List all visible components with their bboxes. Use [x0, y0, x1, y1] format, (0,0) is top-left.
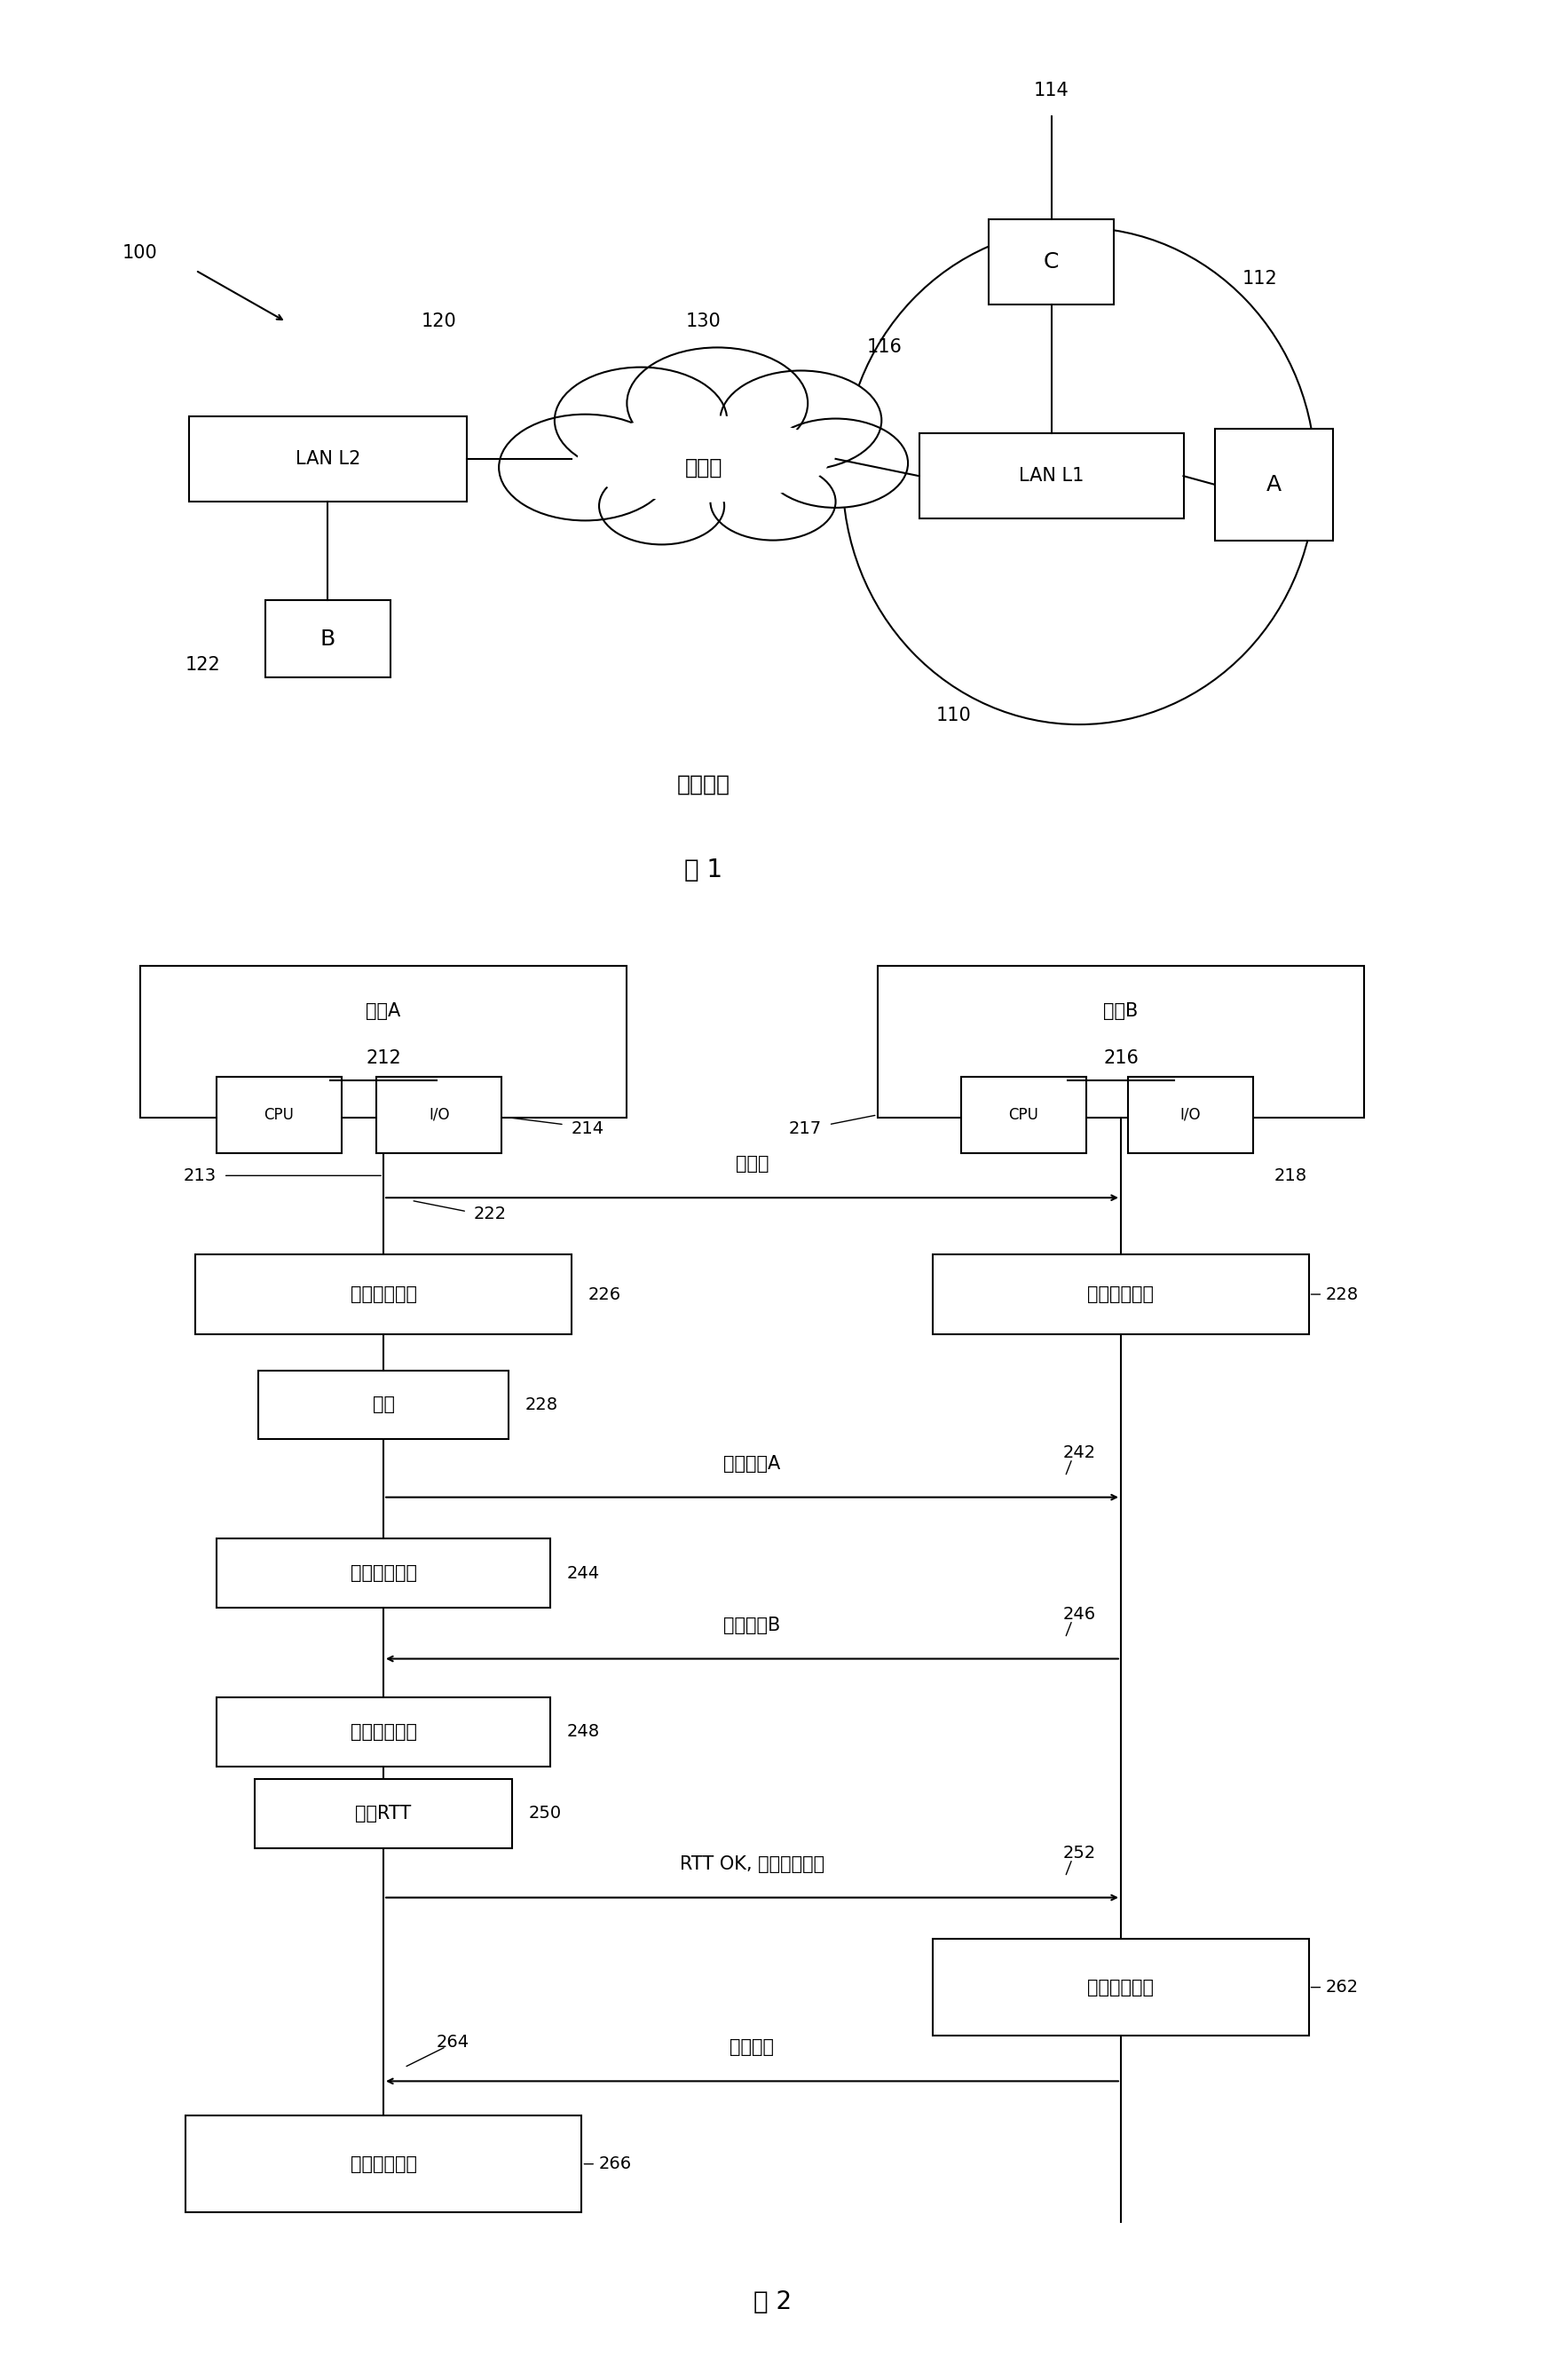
Text: 250: 250 [529, 1804, 561, 1821]
Text: 注释发送时间: 注释发送时间 [349, 1564, 417, 1583]
Text: 密码元素A: 密码元素A [724, 1454, 781, 1473]
Text: 120: 120 [422, 312, 456, 331]
Text: 130: 130 [686, 312, 720, 331]
FancyBboxPatch shape [377, 1076, 501, 1152]
Text: I/O: I/O [428, 1107, 450, 1123]
Text: 设备B: 设备B [1104, 1002, 1138, 1021]
Text: CPU: CPU [1008, 1107, 1039, 1123]
Text: 设备A: 设备A [366, 1002, 400, 1021]
FancyBboxPatch shape [1215, 428, 1333, 540]
FancyBboxPatch shape [989, 219, 1113, 305]
Circle shape [600, 466, 724, 545]
Ellipse shape [550, 416, 856, 509]
Text: B: B [320, 628, 335, 650]
Text: 112: 112 [1243, 269, 1277, 288]
Text: 计算验证数据: 计算验证数据 [1087, 1978, 1155, 1997]
Text: 计算RTT: 计算RTT [356, 1804, 411, 1823]
Circle shape [499, 414, 671, 521]
Text: 图 1: 图 1 [685, 857, 722, 883]
Text: 密码元素B: 密码元素B [724, 1616, 781, 1635]
Text: 因特网: 因特网 [685, 457, 722, 478]
Text: 122: 122 [186, 655, 220, 674]
Text: RTT OK, 发送验证数据: RTT OK, 发送验证数据 [680, 1854, 824, 1873]
FancyBboxPatch shape [266, 600, 390, 678]
Text: 228: 228 [1325, 1285, 1359, 1302]
Text: 验证数据: 验证数据 [730, 2040, 775, 2056]
FancyBboxPatch shape [255, 1778, 512, 1847]
Text: LAN L2: LAN L2 [295, 450, 360, 469]
Text: 244: 244 [567, 1564, 600, 1583]
Circle shape [710, 464, 835, 540]
Text: 266: 266 [598, 2156, 631, 2173]
Text: 252: 252 [1062, 1844, 1096, 1861]
FancyBboxPatch shape [878, 966, 1365, 1119]
Text: I/O: I/O [1180, 1107, 1201, 1123]
Circle shape [628, 347, 807, 459]
Text: 213: 213 [184, 1166, 216, 1185]
FancyBboxPatch shape [918, 433, 1184, 519]
FancyBboxPatch shape [934, 1254, 1309, 1335]
Text: 计算密码元素: 计算密码元素 [1087, 1285, 1155, 1304]
FancyBboxPatch shape [189, 416, 467, 502]
FancyBboxPatch shape [216, 1537, 550, 1609]
FancyBboxPatch shape [216, 1697, 550, 1766]
Text: 图 2: 图 2 [754, 2290, 792, 2313]
Text: 计算密码元素: 计算密码元素 [349, 1285, 417, 1304]
Text: 检验验证数据: 检验验证数据 [349, 2156, 417, 2173]
Text: C: C [1044, 252, 1059, 271]
Text: 246: 246 [1062, 1607, 1096, 1623]
Text: 216: 216 [1104, 1050, 1138, 1066]
Text: 248: 248 [567, 1723, 600, 1740]
Text: CPU: CPU [264, 1107, 294, 1123]
Text: LAN L1: LAN L1 [1019, 466, 1084, 486]
Circle shape [555, 367, 727, 474]
Text: 264: 264 [436, 2035, 470, 2052]
Text: 新测量: 新测量 [736, 1154, 768, 1173]
FancyBboxPatch shape [141, 966, 628, 1119]
FancyBboxPatch shape [216, 1076, 342, 1152]
Text: 注释接收时间: 注释接收时间 [349, 1723, 417, 1740]
Text: 100: 100 [122, 245, 158, 262]
Text: 217: 217 [788, 1121, 822, 1138]
Circle shape [720, 371, 881, 469]
Text: 228: 228 [526, 1397, 558, 1414]
Text: 212: 212 [366, 1050, 400, 1066]
Text: 116: 116 [867, 338, 901, 357]
Text: 等待: 等待 [373, 1397, 394, 1414]
FancyBboxPatch shape [934, 1940, 1309, 2035]
FancyBboxPatch shape [186, 2116, 581, 2213]
Ellipse shape [578, 416, 829, 502]
Text: 242: 242 [1062, 1445, 1096, 1461]
Text: 262: 262 [1325, 1978, 1359, 1997]
FancyBboxPatch shape [1129, 1076, 1252, 1152]
Text: 214: 214 [572, 1121, 604, 1138]
Text: 110: 110 [937, 707, 971, 726]
Text: 222: 222 [473, 1207, 507, 1223]
FancyBboxPatch shape [195, 1254, 572, 1335]
Circle shape [764, 419, 908, 507]
Text: A: A [1266, 474, 1282, 495]
FancyBboxPatch shape [962, 1076, 1085, 1152]
Text: 114: 114 [1034, 81, 1068, 100]
Text: 现有技术: 现有技术 [677, 774, 730, 795]
Text: 218: 218 [1274, 1166, 1306, 1185]
FancyBboxPatch shape [258, 1371, 509, 1440]
Text: 226: 226 [587, 1285, 621, 1302]
